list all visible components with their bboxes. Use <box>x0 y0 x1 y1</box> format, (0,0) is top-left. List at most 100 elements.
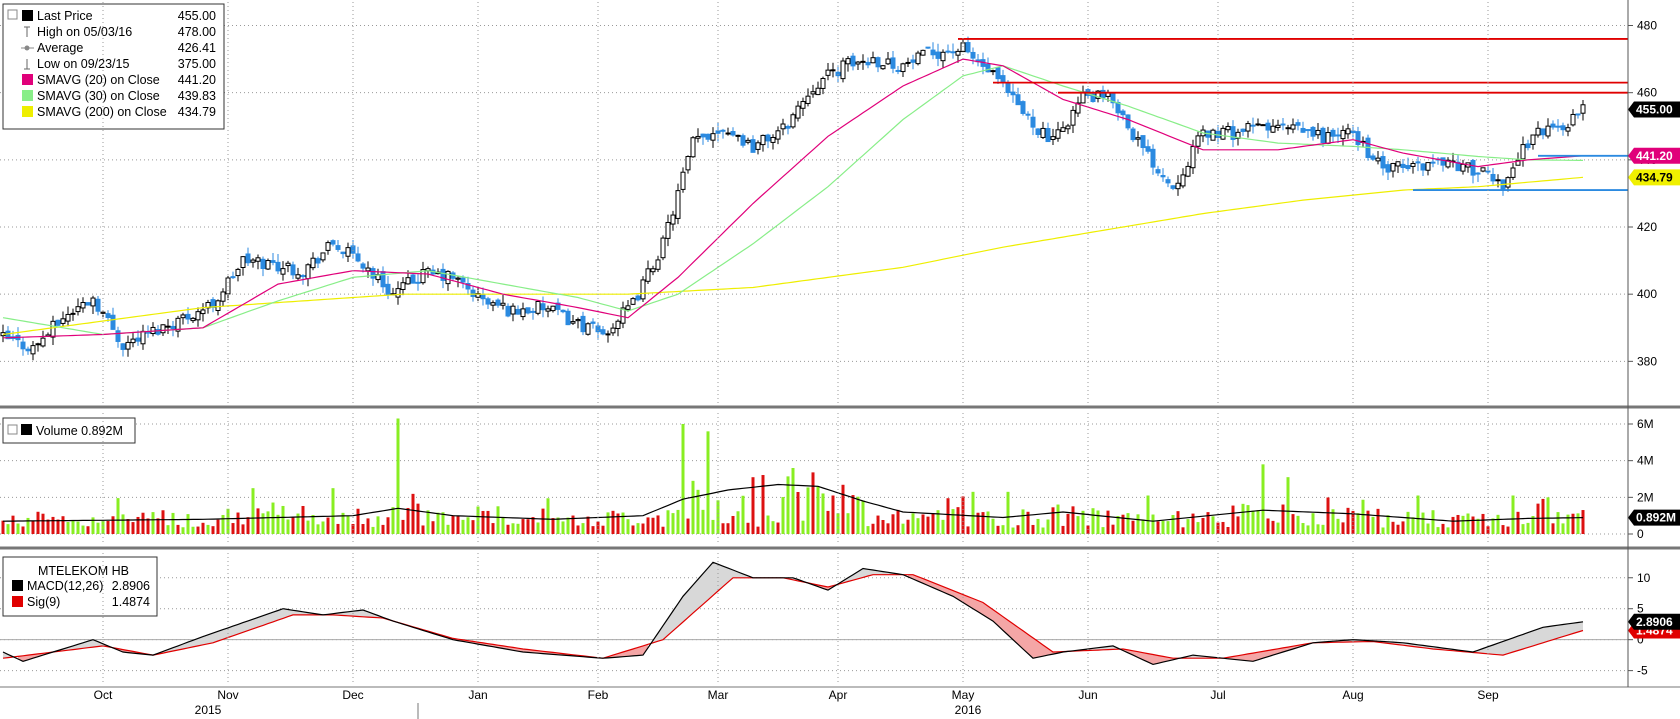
volume-bar <box>991 518 995 534</box>
tick-label: 2M <box>1637 490 1654 504</box>
volume-bar <box>1371 516 1375 534</box>
volume-bar <box>1196 522 1200 534</box>
macd-fill-below <box>1228 643 1308 662</box>
volume-bar <box>1326 497 1330 534</box>
candle-down <box>765 134 771 142</box>
volume-bar <box>1246 505 1250 534</box>
candle-down <box>730 131 736 136</box>
tag-shape <box>1628 169 1680 186</box>
candle-up <box>575 319 581 322</box>
volume-bar <box>976 512 980 534</box>
volume-bar <box>1101 527 1105 534</box>
legend-value: 478.00 <box>178 25 216 39</box>
candle-up <box>1445 159 1451 168</box>
volume-bar <box>866 526 870 534</box>
volume-bar <box>1351 510 1355 534</box>
volume-bar <box>336 523 340 534</box>
candle-up <box>200 309 206 315</box>
volume-bar <box>676 509 680 534</box>
candle-down <box>1310 126 1316 137</box>
volume-bar <box>1511 495 1515 534</box>
volume-bar <box>661 526 665 534</box>
candle-down <box>485 298 491 305</box>
volume-bar <box>321 521 325 534</box>
candle-down <box>835 71 841 77</box>
candle-up <box>1395 161 1401 167</box>
volume-bar <box>776 522 780 534</box>
candle-up <box>75 306 81 313</box>
price-panel: 380400420440460480455.00441.20434.79Last… <box>0 3 1680 409</box>
volume-bar <box>181 527 185 534</box>
volume-bar <box>1446 527 1450 534</box>
candle-down <box>120 343 126 350</box>
candle-up <box>1255 123 1261 126</box>
candle-down <box>350 245 356 254</box>
volume-bar <box>291 517 295 534</box>
candle-up <box>810 91 816 95</box>
candle-up <box>1505 177 1511 188</box>
volume-bar <box>101 520 105 534</box>
candle-up <box>1535 127 1541 136</box>
legend-label: SMAVG (30) on Close <box>37 89 160 103</box>
candle-down <box>1400 163 1406 169</box>
volume-bar <box>1476 518 1480 534</box>
volume-bar <box>216 519 220 534</box>
volume-bar <box>586 516 590 534</box>
volume-bar <box>251 488 255 534</box>
volume-bar <box>141 512 145 534</box>
candle-up <box>1190 146 1196 169</box>
macd-fill-below <box>908 574 1068 659</box>
volume-bar <box>186 514 190 534</box>
volume-bar <box>456 516 460 534</box>
month-label: Apr <box>829 688 848 702</box>
candle-up <box>220 291 226 302</box>
volume-bar <box>1116 516 1120 534</box>
candle-up <box>940 51 946 62</box>
volume-bar <box>56 519 60 534</box>
candle-down <box>1030 116 1036 128</box>
candle-down <box>1140 135 1146 149</box>
volume-bar <box>551 518 555 534</box>
legend-value: 1.4874 <box>112 595 150 609</box>
volume-bar <box>1346 507 1350 534</box>
volume-bar <box>151 512 155 534</box>
candle-down <box>1230 126 1236 140</box>
candle-up <box>870 57 876 64</box>
volume-bar <box>1571 513 1575 534</box>
volume-bar <box>1386 515 1390 534</box>
volume-bar <box>161 510 165 534</box>
candle-down <box>540 303 546 311</box>
candle-up <box>1260 124 1266 127</box>
volume-bar <box>1076 516 1080 534</box>
volume-bar <box>511 523 515 534</box>
volume-bar <box>1496 514 1500 534</box>
candle-down <box>1165 179 1171 184</box>
volume-bar <box>886 523 890 534</box>
volume-bar <box>1221 521 1225 534</box>
candle-up <box>880 65 886 70</box>
candle-down <box>910 59 916 63</box>
candle-up <box>1495 179 1501 182</box>
month-label: Oct <box>94 688 113 702</box>
volume-bar <box>1031 524 1035 534</box>
legend-label: Volume 0.892M <box>36 424 123 438</box>
volume-bar <box>996 525 1000 534</box>
candle-down <box>155 329 161 335</box>
tick-label: 420 <box>1637 220 1657 234</box>
candle-up <box>1050 136 1056 140</box>
volume-bar <box>906 519 910 534</box>
tick-label: 460 <box>1637 86 1657 100</box>
volume-bar <box>1296 515 1300 534</box>
volume-bar <box>446 524 450 534</box>
candle-up <box>125 341 131 350</box>
candle-up <box>780 123 786 130</box>
macd-fill-above <box>53 639 108 653</box>
candle-up <box>800 101 806 109</box>
candle-down <box>25 348 31 352</box>
volume-bar <box>1161 520 1165 534</box>
candle-up <box>1425 162 1431 171</box>
volume-bar <box>1126 513 1130 534</box>
candle-up <box>610 327 616 334</box>
candle-down <box>700 133 706 138</box>
